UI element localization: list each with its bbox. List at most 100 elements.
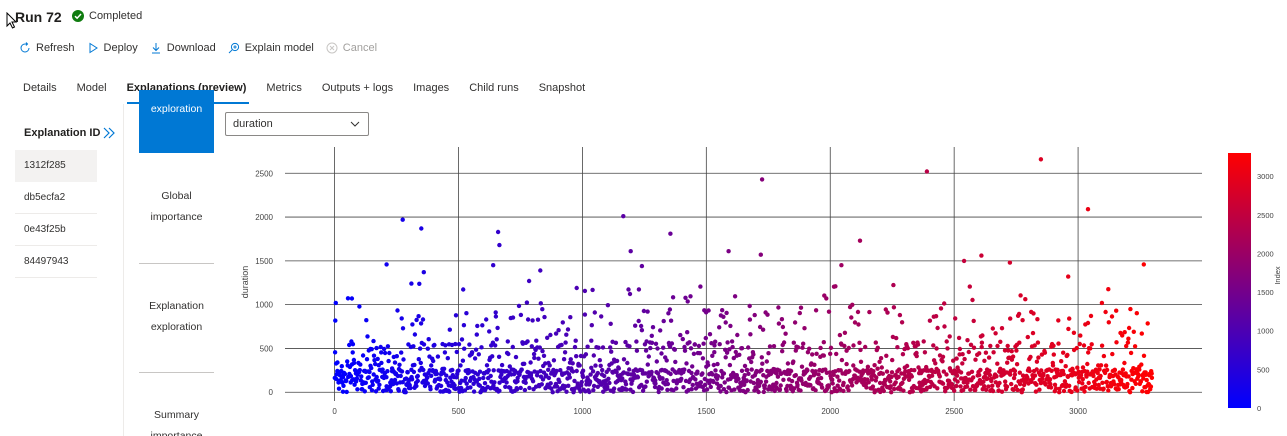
data-point[interactable] — [360, 353, 366, 358]
data-point[interactable] — [999, 389, 1005, 394]
data-point[interactable] — [757, 324, 763, 330]
refresh-button[interactable]: Refresh — [19, 40, 75, 56]
data-point[interactable] — [453, 313, 459, 318]
data-point[interactable] — [549, 386, 554, 391]
data-point[interactable] — [495, 229, 501, 235]
data-point[interactable] — [1127, 390, 1133, 395]
data-point[interactable] — [550, 390, 555, 395]
data-point[interactable] — [961, 258, 967, 264]
data-point[interactable] — [371, 338, 376, 344]
data-point[interactable] — [627, 291, 633, 297]
data-point[interactable] — [915, 342, 921, 347]
data-point[interactable] — [1074, 345, 1079, 351]
data-point[interactable] — [459, 378, 464, 383]
data-point[interactable] — [1035, 340, 1041, 345]
data-point[interactable] — [646, 354, 651, 359]
data-point[interactable] — [426, 337, 431, 342]
data-point[interactable] — [1082, 389, 1087, 394]
data-point[interactable] — [799, 378, 804, 383]
data-point[interactable] — [1112, 382, 1117, 387]
data-point[interactable] — [940, 359, 945, 364]
data-point[interactable] — [394, 354, 399, 359]
data-point[interactable] — [831, 372, 836, 377]
data-point[interactable] — [1096, 382, 1101, 388]
data-point[interactable] — [497, 388, 502, 393]
data-point[interactable] — [1104, 367, 1110, 373]
data-point[interactable] — [380, 367, 385, 372]
data-point[interactable] — [1106, 320, 1111, 325]
data-point[interactable] — [857, 238, 863, 243]
data-point[interactable] — [493, 343, 498, 348]
data-point[interactable] — [689, 370, 694, 376]
data-point[interactable] — [528, 371, 534, 376]
cancel-button[interactable]: Cancel — [326, 40, 377, 56]
data-point[interactable] — [824, 296, 829, 301]
data-point[interactable] — [1023, 297, 1028, 302]
data-point[interactable] — [495, 325, 500, 331]
data-point[interactable] — [597, 358, 602, 363]
data-point[interactable] — [1009, 349, 1014, 354]
data-point[interactable] — [563, 340, 568, 345]
data-point[interactable] — [1047, 377, 1053, 382]
data-point[interactable] — [728, 323, 733, 329]
data-point[interactable] — [349, 296, 355, 301]
data-point[interactable] — [1141, 262, 1146, 267]
data-point[interactable] — [364, 318, 369, 323]
data-point[interactable] — [591, 383, 597, 389]
data-point[interactable] — [462, 388, 468, 393]
data-point[interactable] — [970, 297, 975, 303]
data-point[interactable] — [1065, 352, 1070, 358]
data-point[interactable] — [748, 332, 753, 337]
data-point[interactable] — [399, 350, 404, 355]
data-point[interactable] — [698, 284, 703, 289]
data-point[interactable] — [1077, 341, 1082, 347]
data-point[interactable] — [710, 353, 715, 358]
data-point[interactable] — [452, 383, 457, 388]
data-point[interactable] — [528, 360, 533, 365]
data-point[interactable] — [399, 316, 404, 321]
data-point[interactable] — [828, 345, 834, 350]
data-point[interactable] — [1149, 375, 1155, 380]
data-point[interactable] — [608, 345, 613, 350]
data-point[interactable] — [850, 302, 855, 307]
data-point[interactable] — [464, 381, 469, 386]
data-point[interactable] — [1103, 363, 1109, 368]
data-point[interactable] — [484, 317, 489, 322]
data-point[interactable] — [940, 354, 946, 359]
data-point[interactable] — [791, 386, 797, 391]
data-point[interactable] — [1027, 368, 1032, 374]
data-point[interactable] — [545, 335, 550, 340]
data-point[interactable] — [883, 378, 888, 383]
nav-explanation-exploration[interactable]: Explanation exploration — [139, 296, 214, 338]
data-point[interactable] — [731, 355, 736, 361]
data-point[interactable] — [599, 382, 604, 387]
data-point[interactable] — [977, 351, 982, 356]
data-point[interactable] — [965, 338, 970, 343]
data-point[interactable] — [649, 369, 654, 375]
data-point[interactable] — [400, 380, 405, 385]
data-point[interactable] — [849, 383, 855, 388]
data-point[interactable] — [582, 312, 588, 317]
data-point[interactable] — [344, 389, 349, 395]
data-point[interactable] — [461, 323, 467, 328]
data-point[interactable] — [969, 369, 975, 374]
data-point[interactable] — [891, 305, 897, 310]
data-point[interactable] — [933, 361, 938, 366]
data-point[interactable] — [899, 320, 905, 325]
data-point[interactable] — [954, 356, 959, 361]
data-point[interactable] — [340, 389, 346, 394]
data-point[interactable] — [771, 344, 777, 349]
data-point[interactable] — [540, 377, 546, 382]
data-point[interactable] — [897, 312, 903, 318]
data-point[interactable] — [595, 384, 600, 389]
data-point[interactable] — [1126, 374, 1131, 379]
data-point[interactable] — [652, 384, 658, 390]
data-point[interactable] — [705, 362, 711, 368]
data-point[interactable] — [837, 378, 842, 383]
data-point[interactable] — [717, 342, 722, 347]
data-point[interactable] — [765, 312, 770, 317]
data-point[interactable] — [548, 381, 553, 386]
data-point[interactable] — [623, 339, 628, 345]
data-point[interactable] — [557, 379, 562, 385]
data-point[interactable] — [968, 342, 974, 347]
